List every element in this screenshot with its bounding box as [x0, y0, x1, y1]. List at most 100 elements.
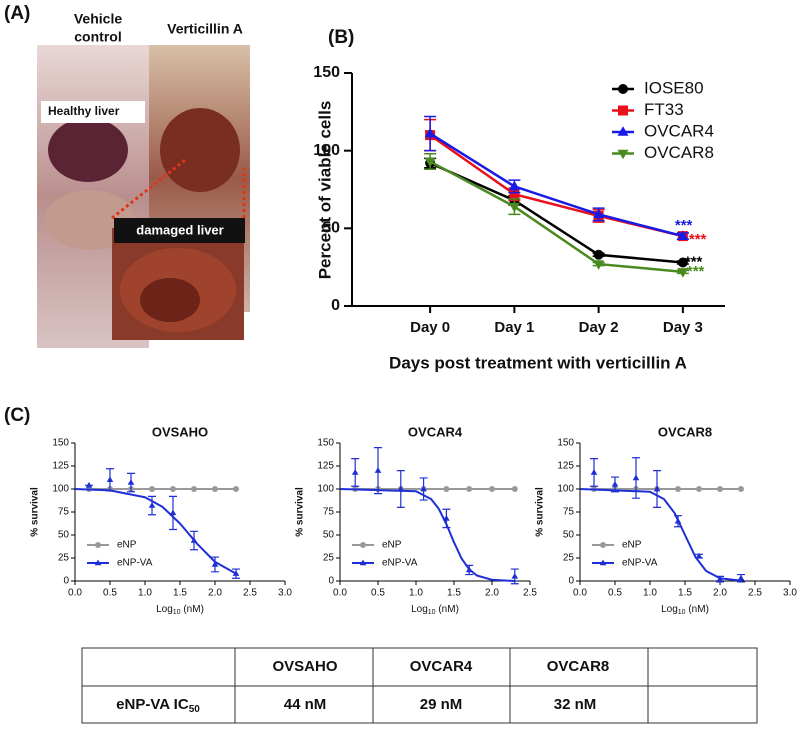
marker — [738, 486, 744, 492]
y-tick-label: 100 — [52, 484, 69, 495]
x-tick-label: 0.5 — [103, 588, 117, 599]
marker — [611, 480, 619, 487]
x-tick-label: 0.0 — [333, 588, 347, 599]
legend-label: IOSE80 — [644, 78, 704, 97]
marker — [191, 486, 197, 492]
x-axis-label: Log10 (nM) — [411, 604, 459, 616]
x-axis-label: Days post treatment with verticillin A — [389, 353, 687, 372]
marker — [424, 127, 436, 138]
marker — [511, 486, 518, 492]
marker — [695, 552, 703, 559]
x-tick-label: 2.0 — [713, 588, 727, 599]
photo-title: Vehicle — [74, 11, 122, 27]
marker — [593, 249, 604, 260]
x-tick-label: 3.0 — [278, 588, 292, 599]
chart-title: OVCAR8 — [658, 424, 712, 439]
panel-label: (B) — [328, 27, 354, 48]
y-tick-label: 25 — [563, 553, 575, 564]
y-tick-label: 150 — [317, 438, 334, 449]
x-axis-label-part: Log — [156, 604, 173, 615]
x-tick-label: 0.0 — [573, 588, 587, 599]
x-axis-label-part: 10 — [173, 609, 181, 616]
marker — [212, 486, 218, 492]
x-axis-label-part: 10 — [428, 609, 436, 616]
marker — [653, 485, 661, 492]
marker — [677, 257, 688, 268]
legend-label: eNP — [117, 540, 137, 551]
marker — [424, 157, 436, 168]
significance: *** — [687, 263, 705, 280]
table-header: OVCAR8 — [547, 658, 610, 675]
x-tick-label: 3.0 — [783, 588, 797, 599]
y-tick-label: 0 — [331, 297, 340, 314]
legend-marker — [94, 559, 102, 566]
chart-title: OVSAHO — [152, 424, 208, 439]
marker — [420, 485, 427, 492]
series-line — [429, 161, 683, 264]
marker — [466, 486, 473, 492]
marker — [675, 486, 681, 492]
y-tick-label: 125 — [52, 461, 69, 472]
marker — [190, 537, 198, 543]
legend-marker — [359, 559, 367, 566]
marker — [677, 230, 689, 240]
legend-label: eNP-VA — [622, 558, 658, 569]
marker — [149, 486, 155, 492]
y-tick-label: 50 — [322, 220, 340, 237]
marker — [717, 486, 723, 492]
y-tick-label: 100 — [557, 484, 574, 495]
series-line — [429, 160, 683, 274]
x-axis-label: Log10 (nM) — [156, 604, 204, 616]
marker — [590, 468, 598, 475]
y-tick-label: 50 — [58, 530, 70, 541]
y-tick-label: 75 — [323, 507, 335, 518]
x-tick-label: 2.0 — [485, 588, 499, 599]
label-text: eNP-VA IC — [116, 696, 189, 713]
marker — [593, 208, 605, 219]
marker — [170, 486, 176, 492]
legend-marker — [600, 542, 606, 548]
marker — [632, 474, 640, 481]
x-tick-label: 2.5 — [748, 588, 762, 599]
x-tick-label: 2.5 — [243, 588, 257, 599]
fit-curve — [339, 488, 515, 582]
x-axis-label: Log10 (nM) — [661, 604, 709, 616]
legend-marker — [618, 84, 628, 94]
y-tick-label: 50 — [563, 530, 575, 541]
legend-marker — [360, 542, 366, 548]
marker — [696, 486, 702, 492]
y-tick-label: 150 — [313, 64, 340, 81]
x-axis-label-part: Log — [661, 604, 678, 615]
liver — [160, 108, 240, 192]
y-tick-label: 25 — [323, 553, 335, 564]
marker — [443, 486, 450, 492]
marker — [489, 486, 495, 492]
x-tick-label: Day 3 — [663, 319, 703, 336]
marker — [509, 189, 520, 200]
x-tick-label: 2.0 — [208, 588, 222, 599]
marker — [232, 570, 240, 576]
x-tick-label: 2.5 — [523, 588, 537, 599]
legend-label: OVCAR4 — [644, 121, 714, 140]
x-tick-label: 1.0 — [409, 588, 423, 599]
photo-title: Verticillin A — [167, 21, 243, 37]
x-tick-label: Day 2 — [579, 319, 619, 336]
y-tick-label: 150 — [557, 438, 574, 449]
y-tick-label: 75 — [563, 507, 575, 518]
y-axis-label: % survival — [535, 487, 546, 537]
marker — [85, 481, 93, 488]
y-tick-label: 125 — [557, 461, 574, 472]
marker — [351, 468, 359, 475]
y-axis-label: % survival — [295, 487, 306, 537]
x-tick-label: 1.5 — [447, 588, 461, 599]
y-tick-label: 0 — [63, 576, 69, 587]
x-tick-label: 1.0 — [138, 588, 152, 599]
y-tick-label: 0 — [328, 576, 334, 587]
x-axis-label-part: 10 — [678, 609, 686, 616]
legend-label: eNP-VA — [117, 558, 153, 569]
x-tick-label: 1.0 — [643, 588, 657, 599]
callout: damaged liver — [136, 222, 223, 237]
legend-marker — [95, 542, 101, 548]
